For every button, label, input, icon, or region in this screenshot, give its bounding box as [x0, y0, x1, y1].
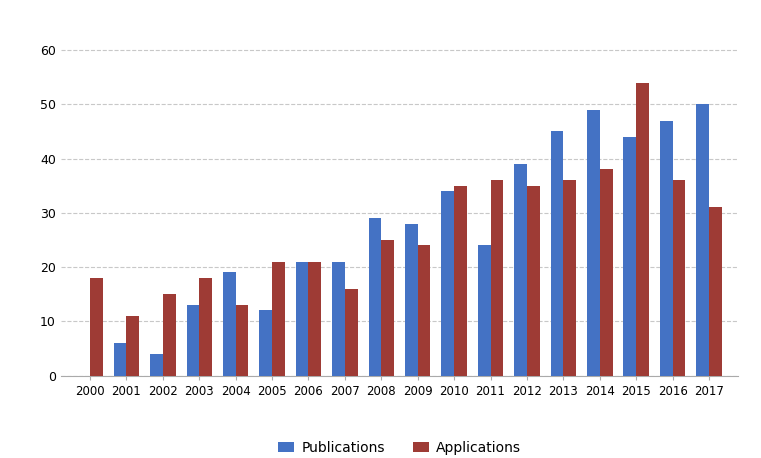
Bar	[150, 354, 163, 376]
Bar	[491, 180, 503, 376]
Bar	[551, 131, 563, 376]
Bar	[90, 278, 103, 376]
Bar	[236, 305, 248, 376]
Bar	[308, 262, 321, 376]
Bar	[454, 185, 467, 376]
Bar	[186, 305, 199, 376]
Bar	[660, 120, 673, 376]
Bar	[368, 218, 381, 376]
Bar	[113, 343, 126, 376]
Bar	[587, 110, 600, 376]
Bar	[163, 294, 176, 376]
Bar	[126, 316, 139, 376]
Bar	[332, 262, 345, 376]
Bar	[345, 289, 358, 376]
Bar	[514, 164, 527, 376]
Bar	[478, 245, 491, 376]
Bar	[223, 273, 236, 376]
Legend: Publications, Applications: Publications, Applications	[272, 436, 527, 458]
Bar	[405, 224, 418, 376]
Bar	[673, 180, 686, 376]
Bar	[563, 180, 576, 376]
Bar	[600, 169, 613, 376]
Bar	[296, 262, 308, 376]
Bar	[709, 207, 721, 376]
Bar	[636, 82, 649, 376]
Bar	[260, 311, 272, 376]
Bar	[623, 137, 636, 376]
Bar	[418, 245, 431, 376]
Bar	[441, 191, 454, 376]
Bar	[199, 278, 212, 376]
Bar	[272, 262, 285, 376]
Bar	[381, 240, 394, 376]
Bar	[527, 185, 540, 376]
Bar	[696, 104, 709, 376]
